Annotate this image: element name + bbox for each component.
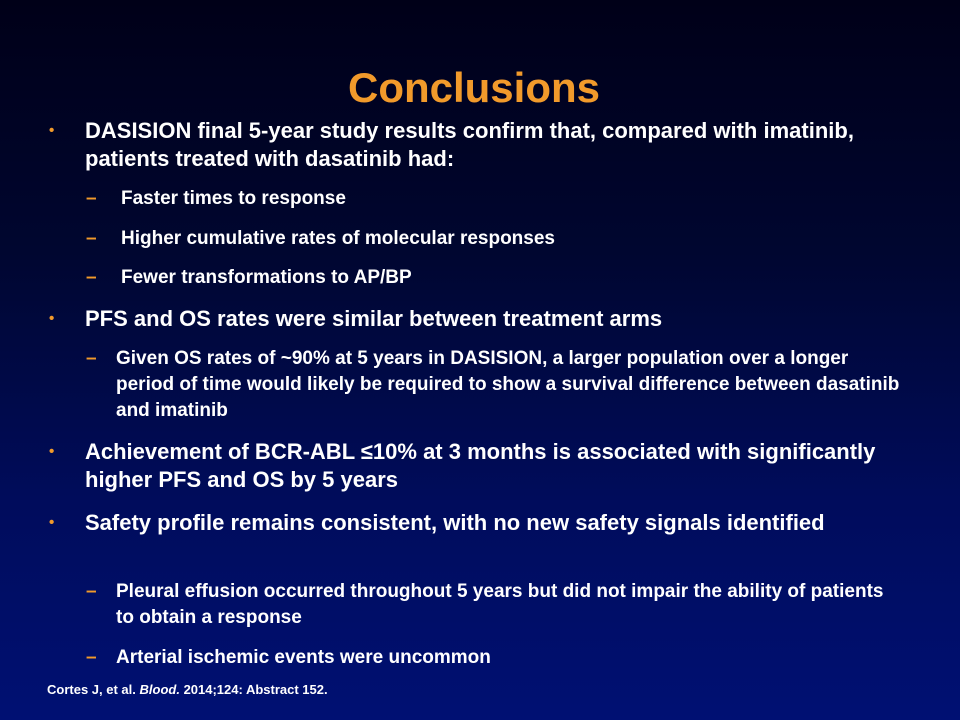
citation: Cortes J, et al. Blood. 2014;124: Abstra…: [47, 681, 328, 699]
bullet-marker: •: [49, 443, 55, 460]
citation-authors: Cortes J, et al.: [47, 682, 136, 697]
bullet-marker: •: [49, 310, 55, 327]
bullet-marker: •: [49, 122, 55, 139]
sub-bullet-marker: –: [86, 647, 97, 668]
slide-title: Conclusions: [347, 64, 601, 111]
sub-bullet-item: Pleural effusion occurred throughout 5 y…: [116, 581, 884, 628]
sub-bullet-item: Arterial ischemic events were uncommon: [116, 647, 491, 668]
bullet-item: DASISION final 5-year study results conf…: [85, 118, 854, 171]
sub-bullet-marker: –: [86, 348, 97, 369]
sub-bullet-marker: –: [86, 581, 97, 602]
sub-bullet-item: Higher cumulative rates of molecular res…: [121, 228, 555, 249]
bullet-marker: •: [49, 514, 55, 531]
citation-journal: Blood.: [139, 682, 180, 697]
bullet-item: Safety profile remains consistent, with …: [85, 510, 825, 535]
sub-bullet-marker: –: [86, 188, 97, 209]
sub-bullet-item: Faster times to response: [121, 188, 346, 209]
bullet-item: Achievement of BCR-ABL ≤10% at 3 months …: [85, 439, 876, 492]
sub-bullet-marker: –: [86, 267, 97, 288]
citation-details: 2014;124: Abstract 152.: [183, 682, 328, 697]
sub-bullet-marker: –: [86, 228, 97, 249]
sub-bullet-item: Fewer transformations to AP/BP: [121, 267, 412, 288]
sub-bullet-item: Given OS rates of ~90% at 5 years in DAS…: [116, 348, 900, 421]
bullet-item: PFS and OS rates were similar between tr…: [85, 306, 663, 331]
